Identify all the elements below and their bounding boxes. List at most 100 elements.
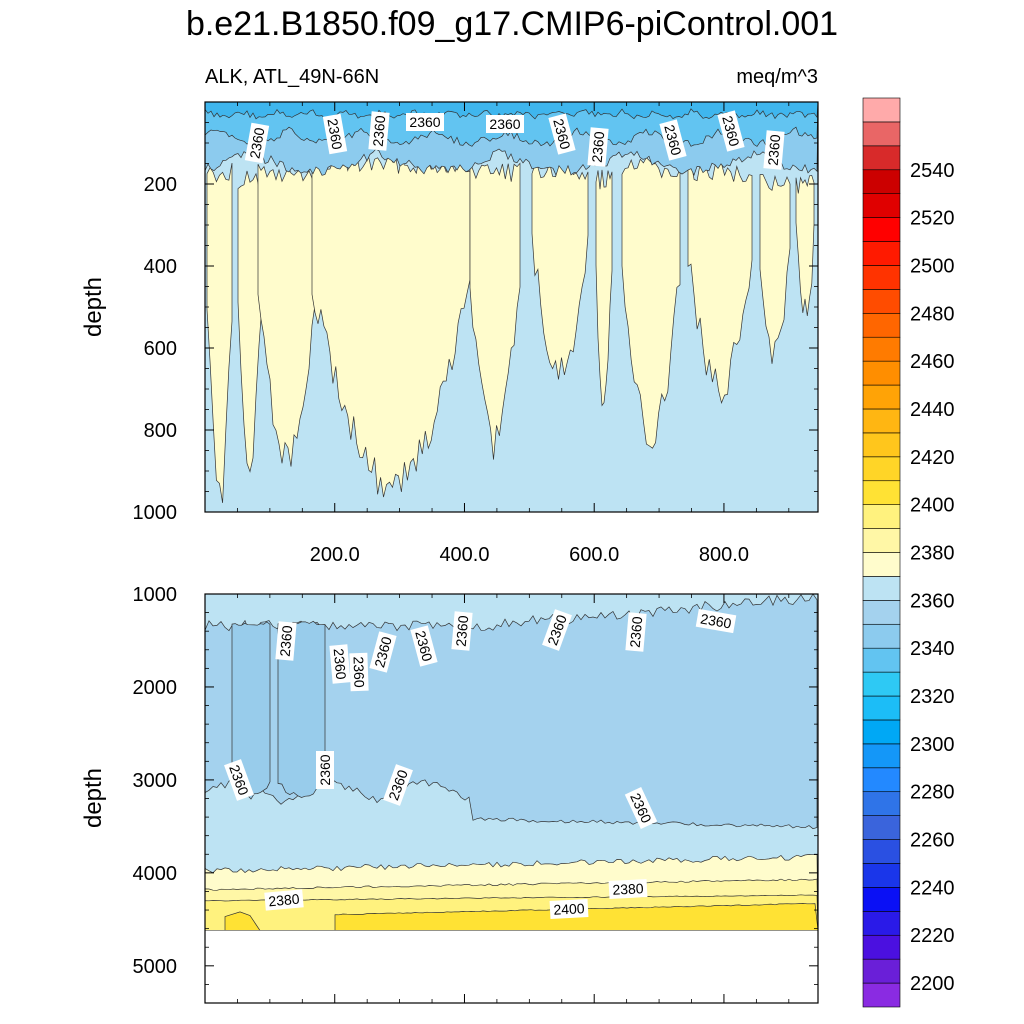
svg-text:2360: 2360 bbox=[317, 754, 333, 785]
upper-contour-label: 2360 bbox=[368, 111, 390, 151]
colorbar-label: 2460 bbox=[910, 351, 955, 373]
colorbar-swatch bbox=[862, 791, 901, 816]
lower-y-tick-label: 2000 bbox=[133, 677, 178, 699]
colorbar-swatch bbox=[862, 671, 901, 697]
svg-text:2360: 2360 bbox=[661, 123, 685, 157]
upper-contour-label: 2360 bbox=[322, 113, 348, 155]
colorbar-swatch bbox=[862, 647, 901, 673]
upper-contour-region-2370 bbox=[621, 157, 681, 449]
lower-contour-label: 2360 bbox=[349, 652, 369, 692]
upper-x-tick-label: 800.0 bbox=[699, 544, 749, 566]
lower-contour-label: 2360 bbox=[329, 644, 351, 684]
upper-axes: 200 400 600 800 1000 200.0 400.0 600.0 800.0 bbox=[133, 102, 818, 566]
upper-ylabel: depth bbox=[80, 277, 107, 337]
lower-y-tick-label: 3000 bbox=[133, 770, 178, 792]
upper-y-tick-label: 400 bbox=[144, 256, 177, 278]
colorbar-label: 2540 bbox=[910, 160, 955, 182]
upper-contour-label: 2360 bbox=[548, 113, 576, 155]
upper-panel: ALK, ATL_49N-66N meq/m^3 2360 2360 2360 236… bbox=[80, 66, 819, 566]
colorbar-swatch bbox=[862, 408, 901, 434]
upper-contour-region-2370 bbox=[795, 175, 815, 316]
colorbar-swatch bbox=[862, 623, 901, 649]
colorbar-swatch bbox=[862, 982, 901, 1008]
svg-text:2380: 2380 bbox=[612, 880, 644, 898]
colorbar-swatch bbox=[862, 863, 901, 888]
colorbar-label: 2480 bbox=[910, 303, 955, 325]
colorbar-swatch bbox=[862, 576, 901, 601]
upper-contour-label: 2360 bbox=[763, 130, 785, 170]
lower-contour-label: 2360 bbox=[695, 608, 737, 634]
svg-text:2360: 2360 bbox=[409, 114, 440, 130]
svg-text:2360: 2360 bbox=[589, 131, 608, 164]
colorbar-label: 2400 bbox=[910, 495, 955, 517]
colorbar-swatch bbox=[862, 934, 901, 960]
svg-text:2360: 2360 bbox=[699, 610, 733, 631]
colorbar-swatch bbox=[862, 336, 901, 362]
upper-contour-label: 2360 bbox=[587, 127, 609, 167]
upper-contour-region-2370 bbox=[759, 174, 791, 364]
colorbar-swatch bbox=[862, 743, 901, 769]
colorbar-label: 2300 bbox=[910, 734, 955, 756]
upper-x-tick-label: 400.0 bbox=[439, 544, 489, 566]
upper-contour-region-2370 bbox=[531, 161, 589, 380]
lower-contour-label: 2360 bbox=[369, 631, 397, 673]
colorbar-swatch bbox=[862, 265, 901, 290]
svg-text:2360: 2360 bbox=[371, 635, 395, 669]
upper-y-tick-label: 200 bbox=[144, 174, 177, 196]
upper-x-tick-label: 600.0 bbox=[569, 544, 619, 566]
svg-text:2360: 2360 bbox=[719, 114, 743, 148]
colorbar-swatch bbox=[862, 312, 901, 338]
lower-y-tick-label: 5000 bbox=[133, 956, 178, 978]
lower-axes: 1000 2000 3000 4000 5000 bbox=[133, 584, 818, 1003]
colorbar-label: 2440 bbox=[910, 399, 955, 421]
colorbar-label: 2260 bbox=[910, 830, 955, 852]
lower-contour-label: 2380 bbox=[264, 889, 304, 911]
colorbar-swatch bbox=[862, 958, 901, 984]
colorbar-swatch bbox=[862, 241, 901, 266]
upper-units-label: meq/m^3 bbox=[736, 66, 818, 88]
upper-contour-region-2370 bbox=[469, 161, 521, 460]
colorbar-label: 2220 bbox=[910, 925, 955, 947]
colorbar-swatch bbox=[862, 839, 901, 864]
colorbar-swatch bbox=[862, 552, 901, 577]
colorbar-swatch bbox=[862, 719, 901, 745]
svg-text:2360: 2360 bbox=[277, 625, 296, 658]
upper-contour-label: 2360 bbox=[717, 110, 745, 152]
svg-text:2360: 2360 bbox=[453, 615, 472, 648]
upper-y-tick-label: 600 bbox=[144, 338, 177, 360]
lower-contour-fill bbox=[204, 593, 819, 1003]
lower-contour-label: 2360 bbox=[316, 751, 334, 789]
colorbar-swatch bbox=[862, 360, 901, 386]
seafloor-mask bbox=[205, 930, 818, 1003]
colorbar-swatch bbox=[862, 767, 901, 793]
upper-contour-label: 2360 bbox=[486, 115, 524, 133]
upper-contour-label: 2360 bbox=[659, 119, 687, 161]
svg-text:2360: 2360 bbox=[550, 117, 574, 151]
colorbar-swatch bbox=[862, 121, 901, 147]
colorbar-swatch bbox=[862, 145, 901, 171]
colorbar-swatch bbox=[862, 815, 901, 840]
colorbar-swatch bbox=[862, 480, 901, 505]
svg-text:2380: 2380 bbox=[268, 891, 301, 910]
figure-title: b.e21.B1850.f09_g17.CMIP6-piControl.001 bbox=[186, 5, 838, 43]
colorbar-swatch bbox=[862, 600, 901, 625]
colorbar-label: 2420 bbox=[910, 447, 955, 469]
svg-text:2400: 2400 bbox=[553, 900, 585, 918]
colorbar-swatch bbox=[862, 384, 901, 410]
upper-surface-band-2330 bbox=[204, 101, 819, 120]
lower-contour-label: 2360 bbox=[625, 612, 647, 652]
svg-text:2360: 2360 bbox=[489, 116, 520, 132]
lower-contour-label: 2360 bbox=[275, 621, 297, 661]
colorbar-label: 2280 bbox=[910, 782, 955, 804]
svg-text:2360: 2360 bbox=[370, 115, 389, 148]
colorbar-label: 2520 bbox=[910, 208, 955, 230]
lower-contour-label: 2400 bbox=[549, 899, 589, 919]
colorbar-swatch bbox=[862, 217, 901, 242]
svg-text:2360: 2360 bbox=[331, 648, 350, 681]
colorbar-swatch bbox=[862, 432, 901, 458]
svg-text:2360: 2360 bbox=[412, 629, 436, 663]
colorbar-swatch bbox=[862, 193, 901, 218]
colorbar-swatch bbox=[862, 695, 901, 721]
